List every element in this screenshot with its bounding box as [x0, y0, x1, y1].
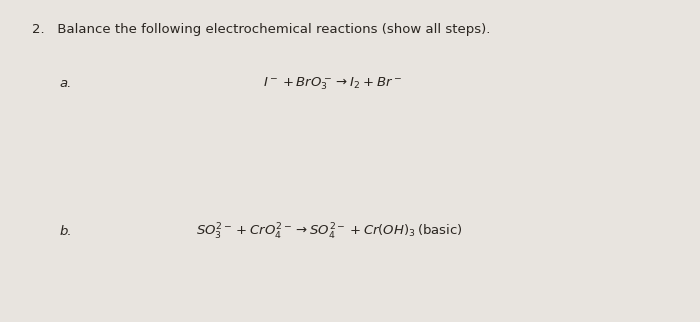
Text: 2.   Balance the following electrochemical reactions (show all steps).: 2. Balance the following electrochemical…: [32, 23, 490, 35]
Text: b.: b.: [60, 225, 72, 238]
Text: a.: a.: [60, 77, 72, 90]
Text: $\mathit{SO}_3^{2-} + \mathit{CrO}_4^{2-} \rightarrow \mathit{SO}_4^{2-} + \math: $\mathit{SO}_3^{2-} + \mathit{CrO}_4^{2-…: [196, 222, 462, 242]
Text: $\mathit{I}^- + \mathit{BrO}_3^- \rightarrow \mathit{I}_2 + \mathit{Br}^-$: $\mathit{I}^- + \mathit{BrO}_3^- \righta…: [263, 75, 402, 92]
